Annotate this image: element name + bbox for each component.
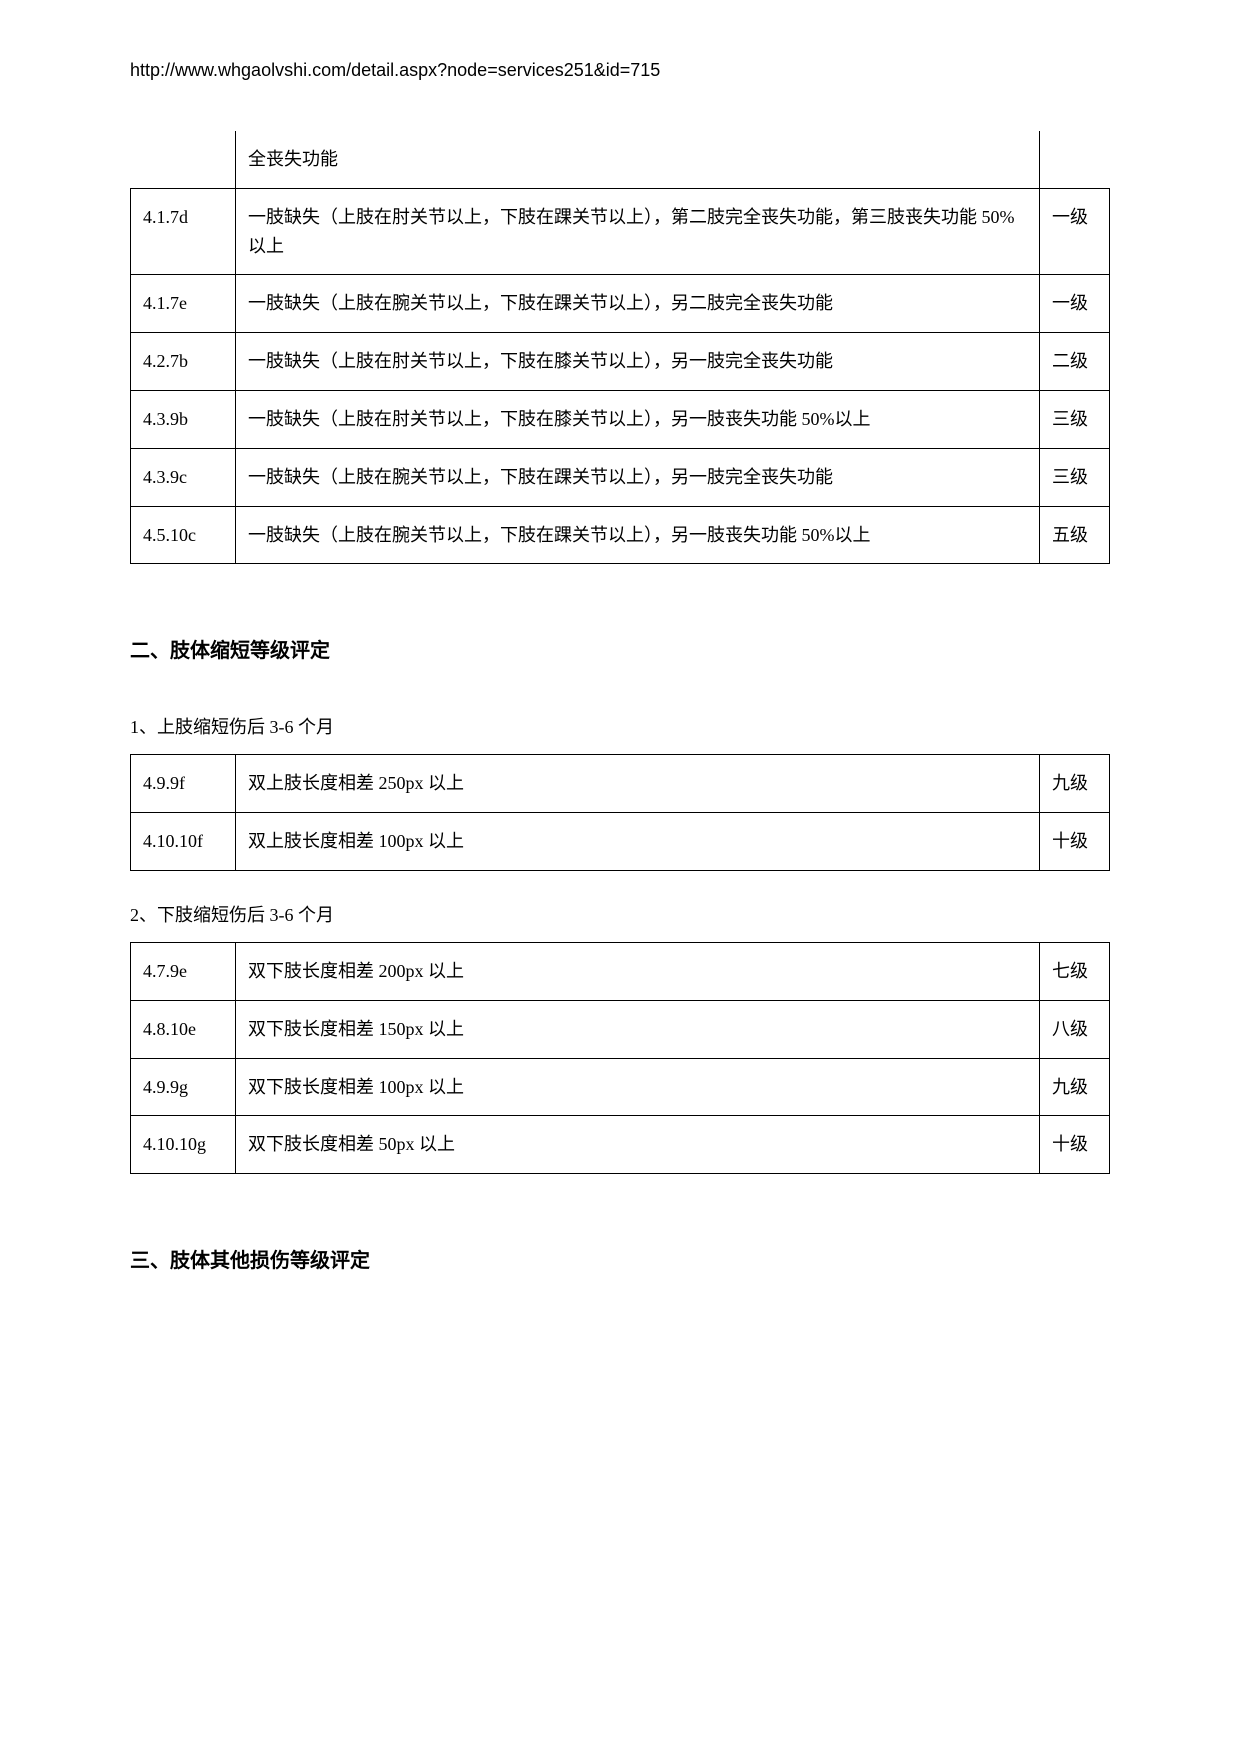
cell-code: 4.3.9b	[131, 390, 236, 448]
cell-level: 三级	[1040, 390, 1110, 448]
cell-level: 七级	[1040, 942, 1110, 1000]
cell-level: 十级	[1040, 813, 1110, 871]
cell-code: 4.9.9g	[131, 1058, 236, 1116]
cell-desc: 一肢缺失（上肢在腕关节以上，下肢在踝关节以上），另一肢丧失功能 50%以上	[236, 506, 1040, 564]
cell-level: 十级	[1040, 1116, 1110, 1174]
cell-code: 4.1.7d	[131, 188, 236, 275]
cell-level: 二级	[1040, 333, 1110, 391]
cell-desc: 双下肢长度相差 50px 以上	[236, 1116, 1040, 1174]
cell-code: 4.5.10c	[131, 506, 236, 564]
table-row: 4.8.10e 双下肢长度相差 150px 以上 八级	[131, 1000, 1110, 1058]
table-row: 4.3.9b 一肢缺失（上肢在肘关节以上，下肢在膝关节以上），另一肢丧失功能 5…	[131, 390, 1110, 448]
cell-code: 4.1.7e	[131, 275, 236, 333]
table-row: 4.5.10c 一肢缺失（上肢在腕关节以上，下肢在踝关节以上），另一肢丧失功能 …	[131, 506, 1110, 564]
table-row: 4.1.7e 一肢缺失（上肢在腕关节以上，下肢在踝关节以上），另二肢完全丧失功能…	[131, 275, 1110, 333]
section-2-heading: 二、肢体缩短等级评定	[130, 634, 1110, 663]
cell-code: 4.7.9e	[131, 942, 236, 1000]
cell-desc: 一肢缺失（上肢在肘关节以上，下肢在踝关节以上），第二肢完全丧失功能，第三肢丧失功…	[236, 188, 1040, 275]
cell-level: 九级	[1040, 755, 1110, 813]
cell-desc: 一肢缺失（上肢在腕关节以上，下肢在踝关节以上），另一肢完全丧失功能	[236, 448, 1040, 506]
table-row: 4.10.10f 双上肢长度相差 100px 以上 十级	[131, 813, 1110, 871]
table-row: 4.3.9c 一肢缺失（上肢在腕关节以上，下肢在踝关节以上），另一肢完全丧失功能…	[131, 448, 1110, 506]
table-row: 4.9.9f 双上肢长度相差 250px 以上 九级	[131, 755, 1110, 813]
cell-desc: 一肢缺失（上肢在腕关节以上，下肢在踝关节以上），另二肢完全丧失功能	[236, 275, 1040, 333]
cell-desc: 双上肢长度相差 250px 以上	[236, 755, 1040, 813]
cell-code: 4.2.7b	[131, 333, 236, 391]
cell-code: 4.9.9f	[131, 755, 236, 813]
table-row: 4.7.9e 双下肢长度相差 200px 以上 七级	[131, 942, 1110, 1000]
url-header: http://www.whgaolvshi.com/detail.aspx?no…	[130, 60, 1110, 81]
section-2-sub-2: 2、下肢缩短伤后 3-6 个月	[130, 901, 1110, 927]
section-3-heading: 三、肢体其他损伤等级评定	[130, 1244, 1110, 1273]
cell-desc: 一肢缺失（上肢在肘关节以上，下肢在膝关节以上），另一肢丧失功能 50%以上	[236, 390, 1040, 448]
table-row: 4.9.9g 双下肢长度相差 100px 以上 九级	[131, 1058, 1110, 1116]
cell-level: 一级	[1040, 188, 1110, 275]
table-2b: 4.7.9e 双下肢长度相差 200px 以上 七级 4.8.10e 双下肢长度…	[130, 942, 1110, 1174]
cell-code: 4.3.9c	[131, 448, 236, 506]
cell-code: 4.8.10e	[131, 1000, 236, 1058]
cell-code: 4.10.10f	[131, 813, 236, 871]
table-row: 4.1.7d 一肢缺失（上肢在肘关节以上，下肢在踝关节以上），第二肢完全丧失功能…	[131, 188, 1110, 275]
cell-desc: 一肢缺失（上肢在肘关节以上，下肢在膝关节以上），另一肢完全丧失功能	[236, 333, 1040, 391]
cell-desc: 双下肢长度相差 150px 以上	[236, 1000, 1040, 1058]
table-row: 4.2.7b 一肢缺失（上肢在肘关节以上，下肢在膝关节以上），另一肢完全丧失功能…	[131, 333, 1110, 391]
cell-level: 一级	[1040, 275, 1110, 333]
cell-code	[131, 131, 236, 188]
cell-desc: 双下肢长度相差 100px 以上	[236, 1058, 1040, 1116]
table-row: 全丧失功能	[131, 131, 1110, 188]
cell-level: 九级	[1040, 1058, 1110, 1116]
table-2a: 4.9.9f 双上肢长度相差 250px 以上 九级 4.10.10f 双上肢长…	[130, 754, 1110, 871]
cell-level: 三级	[1040, 448, 1110, 506]
cell-code: 4.10.10g	[131, 1116, 236, 1174]
cell-desc: 双下肢长度相差 200px 以上	[236, 942, 1040, 1000]
cell-level: 五级	[1040, 506, 1110, 564]
cell-level: 八级	[1040, 1000, 1110, 1058]
section-2-sub-1: 1、上肢缩短伤后 3-6 个月	[130, 713, 1110, 739]
table-row: 4.10.10g 双下肢长度相差 50px 以上 十级	[131, 1116, 1110, 1174]
cell-desc: 双上肢长度相差 100px 以上	[236, 813, 1040, 871]
table-1: 全丧失功能 4.1.7d 一肢缺失（上肢在肘关节以上，下肢在踝关节以上），第二肢…	[130, 131, 1110, 564]
cell-level	[1040, 131, 1110, 188]
cell-desc: 全丧失功能	[236, 131, 1040, 188]
